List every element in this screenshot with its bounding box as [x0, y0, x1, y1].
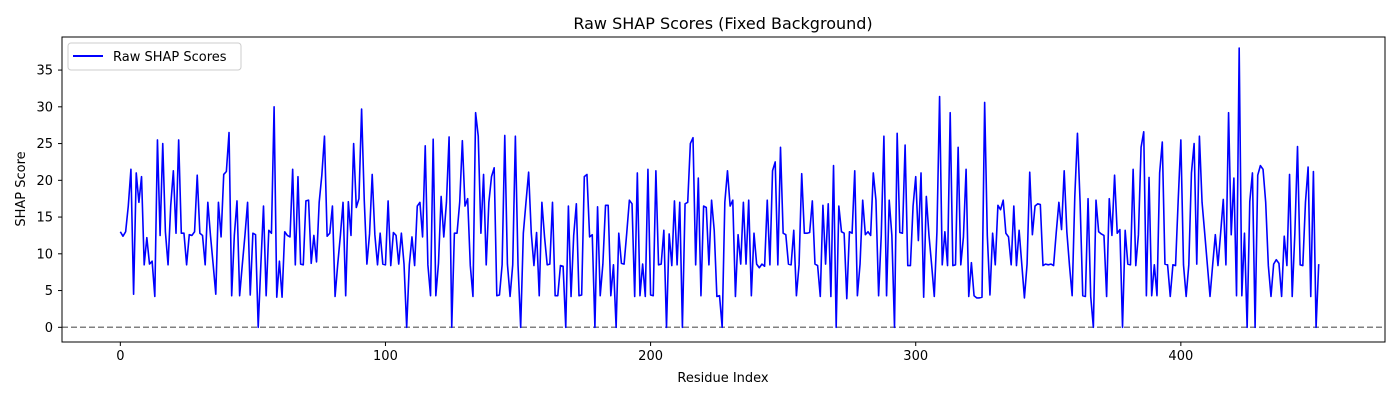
- y-tick-label: 30: [36, 100, 53, 115]
- y-tick-label: 0: [45, 321, 53, 336]
- x-axis-ticks: 0 100 200 300 400: [116, 342, 1193, 364]
- y-tick-label: 20: [36, 174, 53, 189]
- series-layer: [119, 47, 1320, 329]
- y-tick-label: 5: [45, 284, 53, 299]
- x-axis-label: Residue Index: [677, 371, 769, 386]
- plot-frame: [61, 36, 1386, 343]
- x-tick-label: 400: [1168, 349, 1193, 364]
- x-tick-label: 100: [373, 349, 398, 364]
- y-axis-label: SHAP Score: [14, 151, 29, 226]
- x-tick-label: 300: [903, 349, 928, 364]
- x-tick-label: 200: [638, 349, 663, 364]
- legend-label: Raw SHAP Scores: [113, 50, 227, 65]
- legend: Raw SHAP Scores: [67, 42, 242, 71]
- chart-title: Raw SHAP Scores (Fixed Background): [573, 14, 872, 33]
- x-tick-label: 0: [116, 349, 124, 364]
- y-tick-label: 10: [36, 247, 53, 262]
- series-line-0: [119, 47, 1320, 329]
- y-tick-label: 35: [36, 64, 53, 79]
- y-tick-label: 25: [36, 137, 53, 152]
- legend-box: [67, 42, 242, 71]
- y-tick-label: 15: [36, 211, 53, 226]
- y-axis-ticks: 0 5 10 15 20 25 30 35: [36, 64, 62, 336]
